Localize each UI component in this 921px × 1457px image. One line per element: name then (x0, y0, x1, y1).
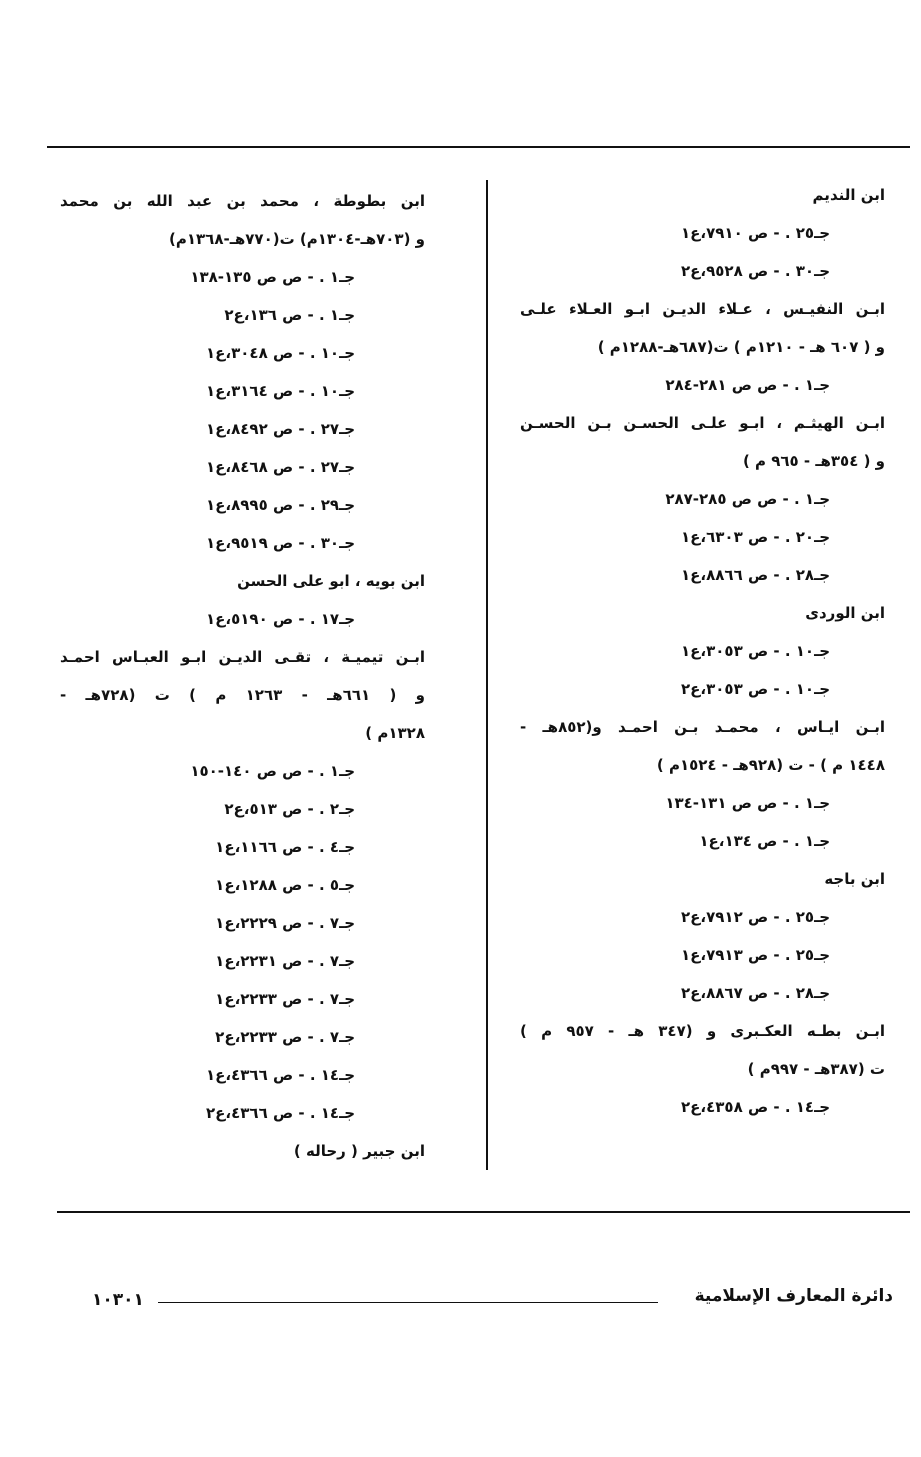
entry-heading: و ( ٦٠٧ هـ - ١٢١٠م ) ت(٦٨٧هـ-١٢٨٨م ) (597, 338, 885, 356)
entry-heading: ابن النديم (812, 186, 885, 204)
reference: جـ١٤ . - ص ٤٣٦٦،ع٢ (206, 1104, 355, 1122)
page-number: ١٠٣٠١ (92, 1290, 144, 1310)
entry-heading: و ( ٣٥٤هـ - ٩٦٥ م ) (742, 452, 885, 470)
reference: جـ٢٧ . - ص ٨٤٦٨،ع١ (206, 458, 355, 476)
reference: جـ٧ . - ص ٢٢٣١،ع١ (215, 952, 355, 970)
reference: جـ١ . - ص ص ١٤٠-١٥٠ (190, 762, 355, 780)
top-rule (47, 146, 910, 148)
reference: جـ٤ . - ص ١١٦٦،ع١ (215, 838, 355, 856)
entry-heading: ابـن بطـه العكـبرى و (٣٤٧ هـ - ٩٥٧ م ) (520, 1022, 886, 1040)
reference: جـ٢ . - ص ٥١٣،ع٢ (224, 800, 355, 818)
reference: جـ١ . - ص ص ٢٨١-٢٨٤ (665, 376, 830, 394)
reference: جـ١٤ . - ص ٤٣٦٦،ع١ (206, 1066, 355, 1084)
reference: جـ٢٧ . - ص ٨٤٩٢،ع١ (206, 420, 355, 438)
reference: جـ٢٠ . - ص ٦٣٠٣،ع١ (681, 528, 830, 546)
entry-heading: ابـن الهيثـم ، ابـو علـى الحسـن بـن الحس… (520, 414, 885, 432)
reference: جـ١ . - ص ص ٢٨٥-٢٨٧ (665, 490, 830, 508)
reference: جـ١ . - ص ص ١٣١-١٣٤ (665, 794, 830, 812)
entry-heading: ابن الوردى (805, 604, 885, 622)
reference: جـ١٤ . - ص ٤٣٥٨،ع٢ (681, 1098, 830, 1116)
reference: جـ٢٥ . - ص ٧٩١٢،ع٢ (681, 908, 830, 926)
footer-title: دائرة المعارف الإسلامية (694, 1286, 893, 1306)
reference: جـ١٠ . - ص ٣٠٥٣،ع١ (681, 642, 830, 660)
footer-line (158, 1302, 658, 1303)
reference: جـ١٠ . - ص ٣١٦٤،ع١ (206, 382, 355, 400)
reference: جـ٥ . - ص ١٢٨٨،ع١ (215, 876, 355, 894)
left-column: ابن بطوطة ، محمد بن عبد الله بن محمد و (٧… (60, 182, 425, 1170)
entry-heading: ابن بويه ، ابو على الحسن (237, 572, 425, 590)
entry-heading: ١٣٢٨م ) (365, 724, 425, 742)
reference: جـ٢٩ . - ص ٨٩٩٥،ع١ (206, 496, 355, 514)
entry-heading: و ( ٦٦١هـ - ١٢٦٣ م ) ت (٧٢٨هـ - (60, 686, 426, 704)
reference: جـ١٧ . - ص ٥١٩٠،ع١ (206, 610, 355, 628)
entry-heading: ت (٣٨٧هـ - ٩٩٧م ) (747, 1060, 885, 1078)
reference: جـ١ . - ص ص ١٣٥-١٣٨ (190, 268, 355, 286)
entry-heading: ١٤٤٨ م ) - ت (٩٢٨هـ - ١٥٢٤م ) (656, 756, 885, 774)
reference: جـ٢٥ . - ص ٧٩١٣،ع١ (681, 946, 830, 964)
reference: جـ١ . - ص ١٣٦،ع٢ (224, 306, 355, 324)
reference: جـ٢٨ . - ص ٨٨٦٧،ع٢ (681, 984, 830, 1002)
reference: جـ١٠ . - ص ٣٠٥٣،ع٢ (681, 680, 830, 698)
reference: جـ١ . - ص ١٣٤،ع١ (699, 832, 830, 850)
entry-heading: و (٧٠٣هـ-١٣٠٤م) ت(٧٧٠هـ-١٣٦٨م) (169, 230, 425, 248)
entry-heading: ابن بطوطة ، محمد بن عبد الله بن محمد (60, 192, 425, 210)
reference: جـ٧ . - ص ٢٢٣٣،ع٢ (215, 1028, 355, 1046)
reference: جـ٢٨ . - ص ٨٨٦٦،ع١ (681, 566, 830, 584)
reference: جـ٢٥ . - ص ٧٩١٠،ع١ (681, 224, 830, 242)
reference: جـ١٠ . - ص ٣٠٤٨،ع١ (206, 344, 355, 362)
reference: جـ٧ . - ص ٢٢٣٣،ع١ (215, 990, 355, 1008)
reference: جـ٧ . - ص ٢٢٢٩،ع١ (215, 914, 355, 932)
column-divider (486, 180, 488, 1170)
entry-heading: ابـن النفيـس ، عـلاء الديـن ابـو العـلاء… (520, 300, 885, 318)
entry-heading: ابن باجه (824, 870, 885, 888)
entry-heading: ابن جبير ( رحاله ) (293, 1142, 425, 1160)
entry-heading: ابـن تيميـة ، تقـى الديـن ابـو العبـاس ا… (60, 648, 425, 666)
right-column: ابن النديم جـ٢٥ . - ص ٧٩١٠،ع١ جـ٣٠ . - ص ٩… (520, 176, 885, 1126)
entry-heading: ابـن ايـاس ، محمـد بـن احمـد و(٨٥٢هـ - (520, 718, 885, 736)
bottom-rule (57, 1211, 910, 1213)
reference: جـ٣٠ . - ص ٩٥١٩،ع١ (206, 534, 355, 552)
reference: جـ٣٠ . - ص ٩٥٢٨،ع٢ (681, 262, 830, 280)
